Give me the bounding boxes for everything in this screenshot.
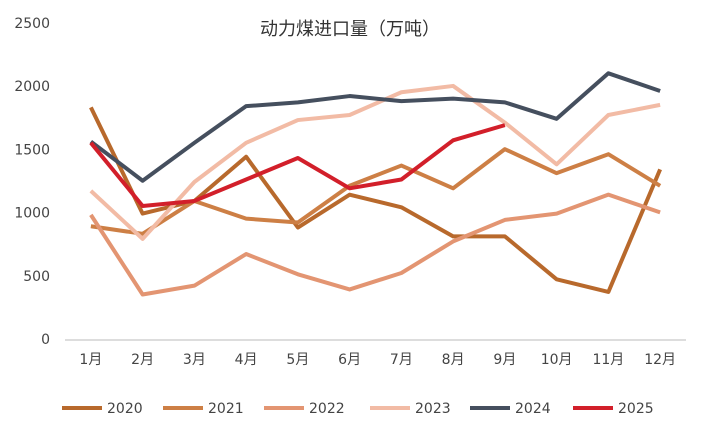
series-line <box>89 83 661 241</box>
x-tick-label: 9月 <box>493 352 516 368</box>
x-tick-label: 4月 <box>235 352 258 368</box>
series-line <box>89 123 506 209</box>
chart-title: 动力煤进口量（万吨） <box>260 19 440 40</box>
x-tick-label: 11月 <box>592 352 624 368</box>
legend-label: 2022 <box>309 401 345 417</box>
y-tick-label: 500 <box>23 269 50 285</box>
legend-label: 2021 <box>208 401 244 417</box>
series-line <box>89 192 661 297</box>
y-tick-label: 1000 <box>14 206 50 222</box>
y-tick-label: 2000 <box>14 79 50 95</box>
y-tick-label: 0 <box>41 332 50 348</box>
x-tick-label: 3月 <box>183 352 206 368</box>
series-line <box>90 147 662 236</box>
legend-label: 2023 <box>415 401 451 417</box>
y-tick-label: 2500 <box>14 16 50 32</box>
x-tick-label: 8月 <box>442 352 465 368</box>
x-tick-label: 5月 <box>286 352 309 368</box>
x-tick-label: 10月 <box>541 352 573 368</box>
legend-label: 2025 <box>618 401 654 417</box>
y-tick-label: 1500 <box>14 142 50 158</box>
x-tick-label: 2月 <box>131 352 154 368</box>
x-tick-label: 1月 <box>79 352 102 368</box>
x-tick-label: 12月 <box>644 352 676 368</box>
x-tick-label: 6月 <box>338 352 361 368</box>
legend-label: 2024 <box>515 401 551 417</box>
series-line <box>89 71 661 183</box>
x-tick-label: 7月 <box>390 352 413 368</box>
legend-label: 2020 <box>107 401 143 417</box>
